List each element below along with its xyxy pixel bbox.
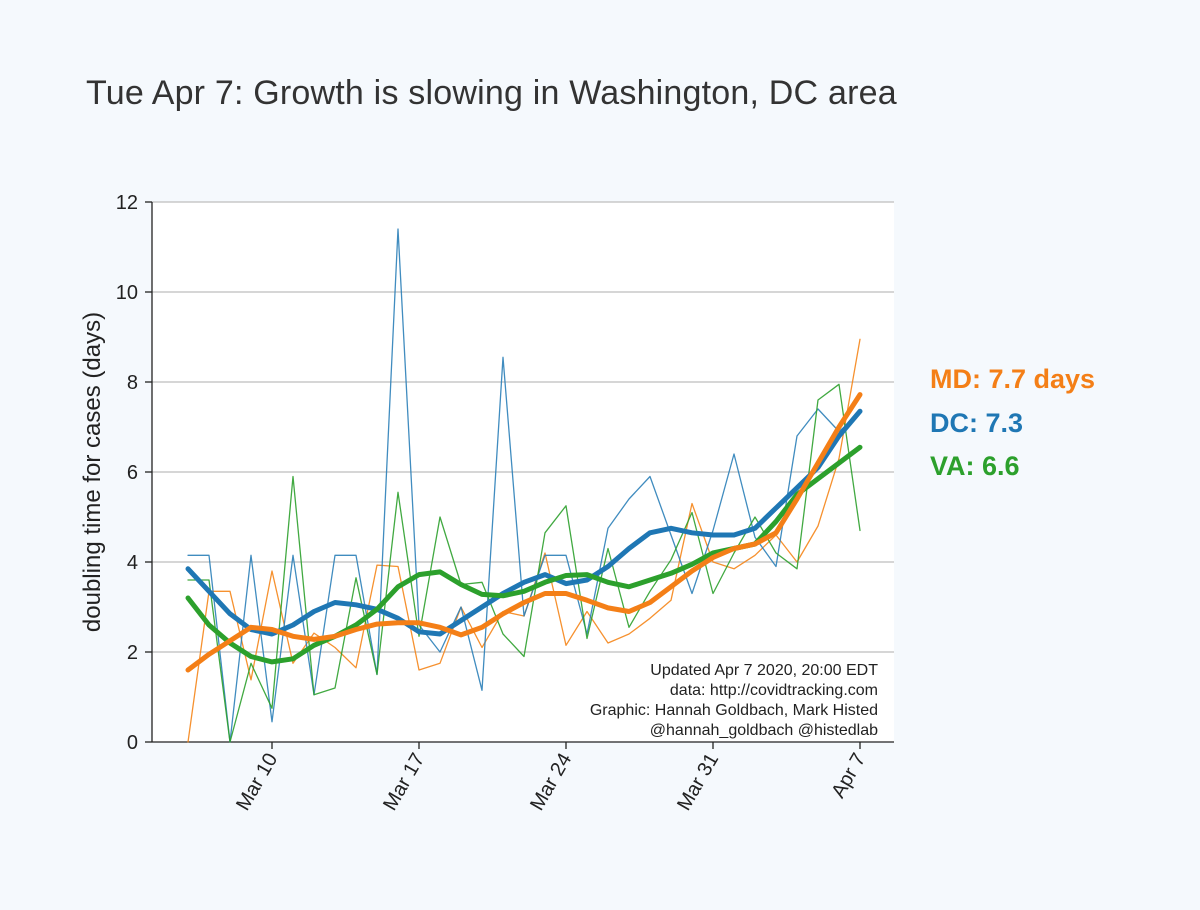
y-tick-label: 0 [127, 732, 138, 754]
y-tick-label: 4 [127, 552, 138, 574]
dc-end-label: DC: 7.3 [930, 408, 1024, 438]
annotation-line: data: http://covidtracking.com [670, 682, 878, 699]
annotation-line: @hannah_goldbach @histedlab [650, 722, 878, 739]
y-tick-label: 12 [116, 192, 138, 214]
x-tick-label: Mar 10 [232, 750, 282, 815]
annotation-line: Graphic: Hannah Goldbach, Mark Histed [590, 702, 878, 719]
va-end-label: VA: 6.6 [930, 451, 1020, 481]
x-ticks: Mar 10 Mar 17 Mar 24 Mar 31 Apr 7 [232, 742, 870, 814]
grid-lines [152, 201, 894, 653]
source-annotation: Updated Apr 7 2020, 20:00 EDT data: http… [590, 662, 878, 739]
series-line-md [185, 392, 863, 673]
y-tick-label: 2 [127, 642, 138, 664]
series-line-dc-daily [187, 228, 861, 743]
y-ticks: 0 2 4 6 8 10 12 [116, 192, 152, 754]
y-tick-label: 6 [127, 462, 138, 484]
md-end-label: MD: 7.7 days [930, 364, 1096, 394]
x-tick-label: Mar 17 [379, 750, 429, 815]
series-line-dc [185, 408, 863, 637]
annotation-line: Updated Apr 7 2020, 20:00 EDT [650, 662, 878, 679]
x-tick-label: Mar 31 [673, 750, 723, 815]
series-lines [185, 228, 863, 743]
y-axis-label: doubling time for cases (days) [79, 312, 106, 632]
x-tick-label: Mar 24 [526, 750, 576, 815]
y-tick-label: 8 [127, 372, 138, 394]
chart-title: Tue Apr 7: Growth is slowing in Washingt… [86, 74, 897, 112]
y-tick-label: 10 [116, 282, 138, 304]
x-tick-label: Apr 7 [827, 750, 870, 802]
